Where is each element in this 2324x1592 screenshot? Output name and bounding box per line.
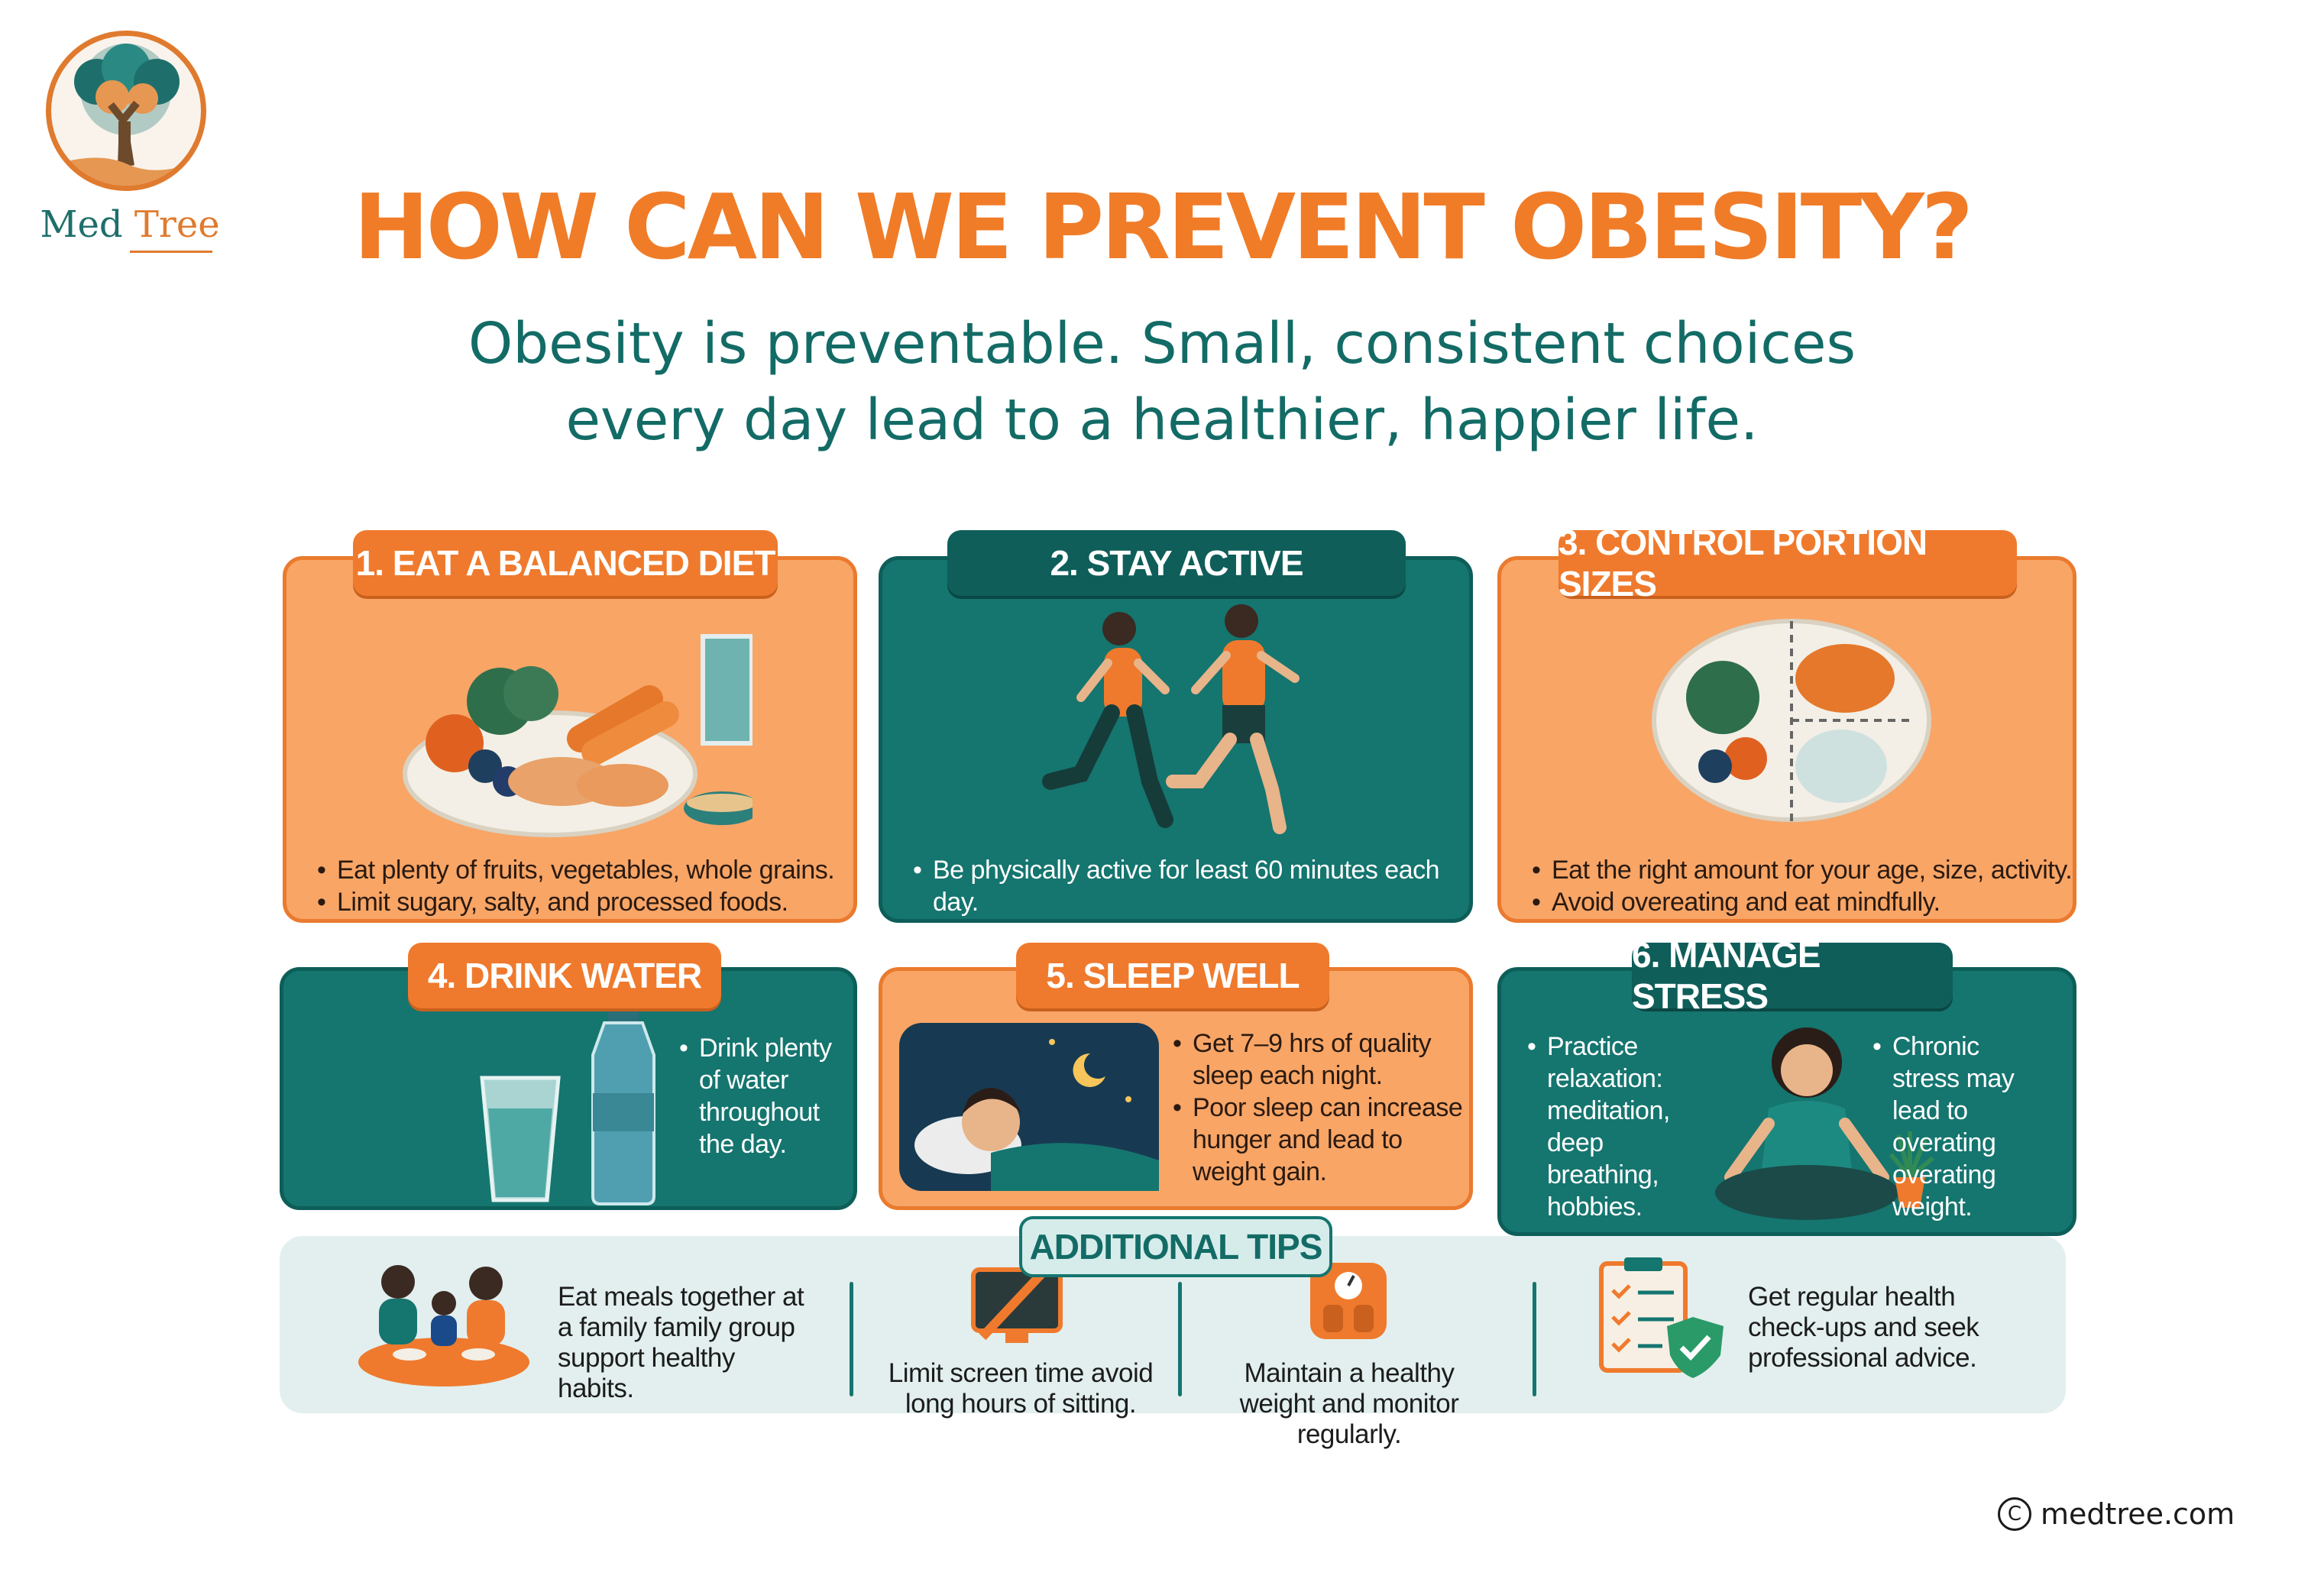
card-6-bullet: Practice relaxation: meditation, deep br… xyxy=(1527,1031,1711,1223)
tree-logo-icon xyxy=(46,31,206,191)
tip-divider xyxy=(1178,1282,1182,1396)
food-plate-icon xyxy=(403,634,753,837)
card-6-bullets-right: Chronic stress may lead to overating ove… xyxy=(1872,1031,2048,1223)
water-glass-icon xyxy=(480,1076,561,1202)
meditation-icon xyxy=(1715,1027,1898,1220)
card-manage-stress: Practice relaxation: meditation, deep br… xyxy=(1497,967,2076,1236)
additional-tips-title: ADDITIONAL TIPS xyxy=(1019,1216,1332,1277)
card-6-title: 6. MANAGE STRESS xyxy=(1632,935,1953,1016)
copyright: C medtree.com xyxy=(1998,1490,2235,1539)
card-1-bullet: Limit sugary, salty, and processed foods… xyxy=(317,886,834,918)
page-title: HOW CAN WE PREVENT OBESITY? xyxy=(353,174,1973,280)
additional-tips-panel: Eat meals together at a family family gr… xyxy=(280,1236,2066,1449)
page-subtitle: Obesity is preventable. Small, consisten… xyxy=(0,306,2324,458)
card-4-bullet: Drink plenty of water throughout the day… xyxy=(679,1032,847,1160)
card-5-title: 5. SLEEP WELL xyxy=(1016,943,1329,1008)
portion-plate-icon xyxy=(1652,619,1931,824)
brand-name: Med Tree xyxy=(40,203,220,246)
card-3-bullet: Avoid overeating and eat mindfully. xyxy=(1532,886,2072,918)
tip-3-text: Maintain a healthy weight and monitor re… xyxy=(1239,1358,1459,1449)
card-1-bullets: Eat plenty of fruits, vegetables, whole … xyxy=(317,854,835,918)
card-3-title: 3. CONTROL PORTION SIZES xyxy=(1559,523,2017,603)
card-2-bullet: Be physically active for least 60 minute… xyxy=(913,854,1469,918)
weighing-scale-icon xyxy=(1310,1263,1387,1339)
card-5-bullet: Poor sleep can increase hunger and lead … xyxy=(1173,1092,1463,1188)
no-screen-icon xyxy=(971,1264,1063,1343)
card-stay-active: Be physically active for least 60 minute… xyxy=(879,556,1473,981)
card-1-bullet: Eat plenty of fruits, vegetables, whole … xyxy=(317,854,835,886)
card-6-bullets-left: Practice relaxation: meditation, deep br… xyxy=(1527,1031,1711,1223)
card-2-title: 2. STAY ACTIVE xyxy=(947,530,1406,596)
water-bottle-icon xyxy=(591,1001,655,1205)
card-portion-sizes: Eat the right amount for your age, size,… xyxy=(1497,556,2076,923)
card-4-title: 4. DRINK WATER xyxy=(408,943,721,1008)
copyright-icon: C xyxy=(1998,1497,2031,1531)
card-1-title: 1. EAT A BALANCED DIET xyxy=(353,530,778,596)
site-link[interactable]: medtree.com xyxy=(2041,1497,2235,1531)
subtitle-line-1: Obesity is preventable. Small, consisten… xyxy=(468,311,1856,377)
tip-divider xyxy=(1533,1282,1536,1396)
card-3-bullet: Eat the right amount for your age, size,… xyxy=(1532,854,2073,886)
card-6-bullet: Chronic stress may lead to overating ove… xyxy=(1872,1031,2048,1223)
card-3-bullets: Eat the right amount for your age, size,… xyxy=(1532,854,2073,918)
sleeping-person-icon xyxy=(899,1023,1159,1191)
tip-divider xyxy=(850,1282,853,1396)
tip-1-text: Eat meals together at a family family gr… xyxy=(558,1282,804,1403)
tip-4-text: Get regular health check-ups and seek pr… xyxy=(1748,1282,1979,1373)
card-sleep-well: Get 7–9 hrs of quality sleep each night.… xyxy=(879,967,1473,1210)
tip-2-text: Limit screen time avoid long hours of si… xyxy=(888,1358,1154,1419)
card-4-bullets: Drink plenty of water throughout the day… xyxy=(679,1032,847,1160)
card-5-bullet: Get 7–9 hrs of quality sleep each night. xyxy=(1173,1027,1463,1092)
checklist-shield-icon xyxy=(1599,1257,1724,1378)
subtitle-line-2: every day lead to a healthier, happier l… xyxy=(565,387,1759,453)
card-balanced-diet: Eat plenty of fruits, vegetables, whole … xyxy=(283,556,857,923)
card-5-bullets: Get 7–9 hrs of quality sleep each night.… xyxy=(1173,1027,1463,1188)
family-meal-icon xyxy=(358,1265,529,1387)
runners-icon xyxy=(1042,604,1300,834)
medtree-logo: Med Tree xyxy=(38,31,222,260)
brand-underline xyxy=(130,251,212,253)
